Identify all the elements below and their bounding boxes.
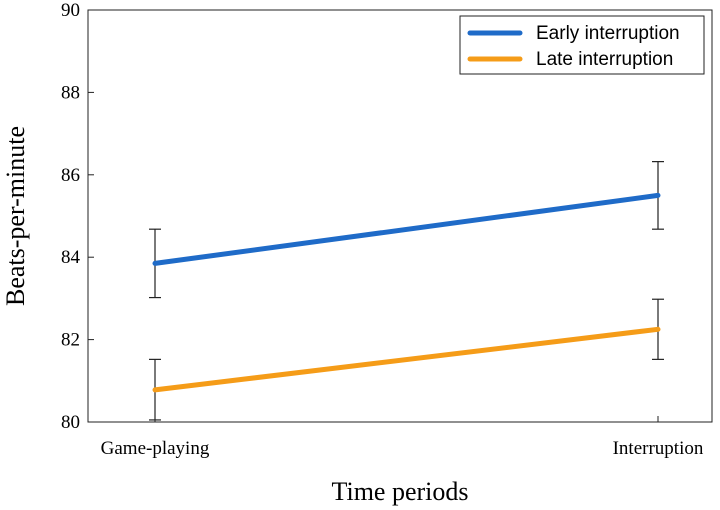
- legend-label: Late interruption: [536, 49, 673, 70]
- series-line: [152, 192, 661, 266]
- legend-label: Early interruption: [536, 23, 680, 44]
- legend: Early interruption Late interruption: [459, 15, 705, 75]
- series-line: [152, 326, 661, 393]
- y-tick-label: 86: [61, 165, 80, 186]
- plot-border: [87, 9, 713, 423]
- x-tick-label: Interruption: [613, 438, 704, 459]
- y-tick-label: 80: [61, 412, 80, 433]
- y-tick-label: 84: [61, 247, 81, 268]
- series-layer: [149, 161, 664, 421]
- y-tick-label: 88: [61, 82, 80, 103]
- y-tick-label: 90: [61, 0, 80, 21]
- x-axis: Game-playing Interruption: [101, 416, 704, 459]
- x-axis-title: Time periods: [332, 477, 469, 506]
- y-axis-title: Beats-per-minute: [1, 126, 30, 306]
- plot-area: [87, 9, 713, 423]
- y-tick-label: 82: [61, 330, 80, 351]
- legend-box: [459, 15, 705, 75]
- y-axis: 80 82 84 86 88 90: [61, 0, 94, 433]
- x-tick-label: Game-playing: [101, 438, 210, 459]
